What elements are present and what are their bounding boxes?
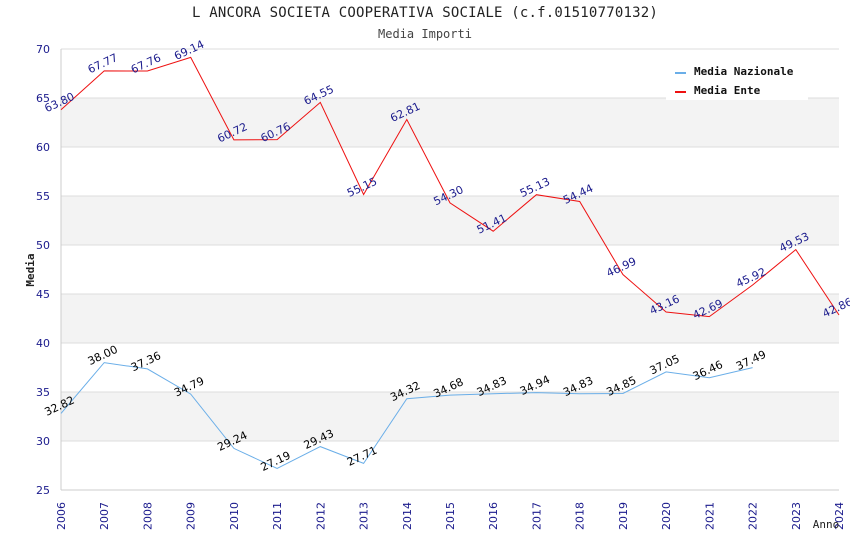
x-tick-label: 2013 <box>358 502 371 530</box>
chart-subtitle: Media Importi <box>378 27 472 41</box>
series-line-media-ente <box>60 56 840 318</box>
x-tick-label: 2010 <box>228 502 241 530</box>
x-axis-title: Anno <box>813 518 840 531</box>
x-tick-label: 2018 <box>574 502 587 530</box>
x-tick-label: 2009 <box>185 502 198 530</box>
series-line-media-nazionale <box>60 362 753 470</box>
grid-band <box>61 245 839 294</box>
y-tick-label: 55 <box>36 190 50 203</box>
x-tick-labels: 2006 2007 2008 2009 2010 2011 2012 2013 2014 2015… <box>55 502 846 530</box>
x-tick-label: 2014 <box>401 502 414 530</box>
legend-label-media-ente: Media Ente <box>694 84 761 97</box>
grid-band <box>61 392 839 441</box>
y-tick-label: 70 <box>36 43 50 56</box>
x-tick-label: 2020 <box>660 502 673 530</box>
grid-band <box>61 196 839 245</box>
x-tick-label: 2024 <box>833 502 846 530</box>
x-tick-label: 2015 <box>444 502 457 530</box>
y-axis-title: Media <box>24 253 37 286</box>
y-tick-label: 60 <box>36 141 50 154</box>
x-tick-label: 2007 <box>98 502 111 530</box>
grid-band <box>61 98 839 147</box>
series-lines <box>60 56 840 470</box>
y-tick-label: 45 <box>36 288 50 301</box>
y-tick-label: 30 <box>36 435 50 448</box>
grid-band <box>61 343 839 392</box>
y-tick-label: 40 <box>36 337 50 350</box>
x-tick-label: 2011 <box>271 502 284 530</box>
x-tick-label: 2021 <box>703 502 716 530</box>
y-tick-label: 65 <box>36 92 50 105</box>
x-tick-label: 2017 <box>530 502 543 530</box>
grid-band <box>61 441 839 490</box>
legend-label-media-nazionale: Media Nazionale <box>694 65 794 78</box>
y-tick-label: 25 <box>36 484 50 497</box>
y-tick-labels: 25 30 35 40 45 50 55 60 65 70 <box>36 43 50 497</box>
x-tick-label: 2022 <box>747 502 760 530</box>
y-tick-label: 35 <box>36 386 50 399</box>
grid-bands <box>61 49 839 490</box>
x-tick-label: 2016 <box>487 502 500 530</box>
legend: Media Nazionale Media Ente <box>666 58 808 100</box>
x-tick-label: 2019 <box>617 502 630 530</box>
x-tick-label: 2006 <box>55 502 68 530</box>
grid-lines <box>61 48 839 491</box>
chart-title: L ANCORA SOCIETA COOPERATIVA SOCIALE (c.… <box>192 5 658 21</box>
grid-band <box>61 147 839 196</box>
x-tick-label: 2023 <box>790 502 803 530</box>
grid-band <box>61 294 839 343</box>
legend-box <box>666 58 808 100</box>
x-tick-label: 2008 <box>141 502 154 530</box>
y-tick-label: 50 <box>36 239 50 252</box>
x-tick-label: 2012 <box>314 502 327 530</box>
